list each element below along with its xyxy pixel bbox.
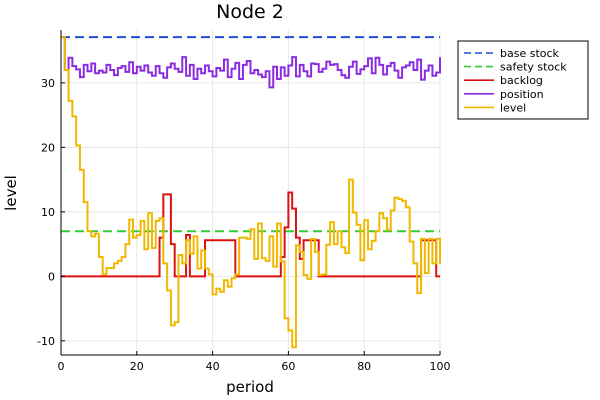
- y-tick-label: 30: [41, 77, 55, 90]
- legend-label: base stock: [500, 47, 560, 60]
- grid: [60, 30, 441, 355]
- x-tick-label: 100: [430, 360, 451, 373]
- x-tick-label: 0: [58, 360, 65, 373]
- x-tick-label: 60: [281, 360, 295, 373]
- y-tick-label: 0: [48, 270, 55, 283]
- legend-label: safety stock: [500, 61, 567, 74]
- series-line-level: [61, 36, 441, 349]
- x-axis-label: period: [226, 378, 274, 396]
- x-tick-label: 40: [206, 360, 220, 373]
- x-tick-label: 20: [130, 360, 144, 373]
- y-tick-label: 20: [41, 141, 55, 154]
- legend-label: position: [500, 88, 544, 101]
- y-tick-label: 10: [41, 206, 55, 219]
- series-layer: [61, 36, 441, 349]
- legend-label: level: [500, 101, 526, 114]
- y-tick-label: -10: [37, 335, 55, 348]
- series-line-position: [61, 36, 441, 89]
- chart-title: Node 2: [216, 1, 284, 23]
- series-line-backlog: [61, 191, 440, 278]
- x-tick-label: 80: [357, 360, 371, 373]
- legend-label: backlog: [500, 74, 543, 87]
- y-axis-label: level: [2, 175, 20, 211]
